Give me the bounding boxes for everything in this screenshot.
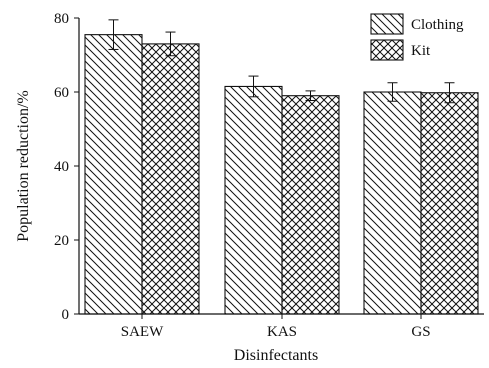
x-tick-label: SAEW xyxy=(121,324,164,340)
legend-swatch-kit xyxy=(370,39,404,61)
bar-clothing-gs xyxy=(363,91,422,315)
legend-swatch-clothing xyxy=(370,13,404,35)
y-tick-label: 40 xyxy=(54,159,69,175)
y-tick-label: 0 xyxy=(62,307,70,323)
bar-clothing-saew xyxy=(84,34,143,315)
bar-kit-saew xyxy=(141,43,200,315)
x-axis-title: Disinfectants xyxy=(234,347,318,364)
y-tick-label: 60 xyxy=(54,85,69,101)
legend-label-clothing: Clothing xyxy=(411,17,464,33)
y-tick-label: 80 xyxy=(54,11,69,27)
y-tick-label: 20 xyxy=(54,233,69,249)
x-tick-label: GS xyxy=(411,324,430,340)
bar-clothing-kas xyxy=(224,85,283,315)
x-tick-label: KAS xyxy=(267,324,297,340)
legend-label-kit: Kit xyxy=(411,43,431,59)
y-axis-title: Population reduction/% xyxy=(15,90,32,242)
bar-kit-gs xyxy=(420,92,479,315)
bar-kit-kas xyxy=(281,95,340,315)
